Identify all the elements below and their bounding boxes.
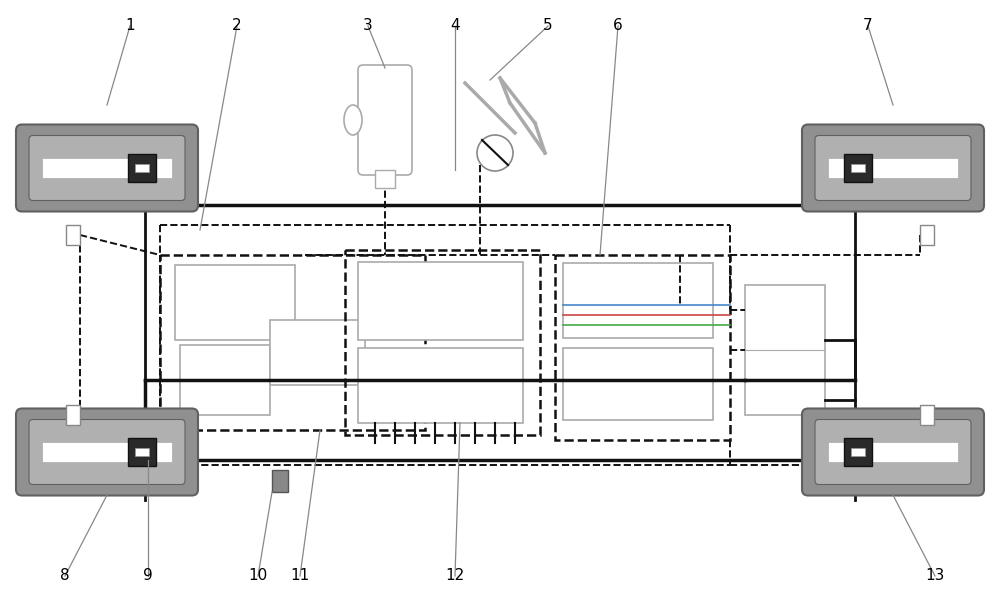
Bar [828, 158, 958, 178]
FancyBboxPatch shape [29, 420, 185, 485]
Text: 1: 1 [125, 19, 135, 34]
Bar [135, 448, 149, 456]
FancyBboxPatch shape [815, 135, 971, 200]
Bar [844, 438, 872, 466]
Text: 2: 2 [232, 19, 242, 34]
Bar [920, 405, 934, 425]
Bar [160, 255, 425, 430]
Bar [128, 154, 156, 182]
Bar [175, 265, 295, 340]
Bar [358, 348, 523, 423]
FancyBboxPatch shape [802, 409, 984, 495]
Bar [851, 448, 865, 456]
Ellipse shape [344, 105, 362, 135]
Bar [42, 442, 172, 462]
Bar [42, 158, 172, 178]
Bar [135, 164, 149, 172]
Text: 9: 9 [143, 568, 153, 583]
Text: 11: 11 [290, 568, 310, 583]
FancyBboxPatch shape [802, 125, 984, 211]
Bar [828, 442, 958, 462]
Bar [555, 255, 730, 440]
Text: 4: 4 [450, 19, 460, 34]
FancyBboxPatch shape [16, 409, 198, 495]
Text: 10: 10 [248, 568, 268, 583]
FancyBboxPatch shape [815, 420, 971, 485]
Bar [66, 405, 80, 425]
Bar [358, 262, 523, 340]
Bar [375, 170, 395, 188]
Text: 5: 5 [543, 19, 553, 34]
Text: 8: 8 [60, 568, 70, 583]
Text: 12: 12 [445, 568, 465, 583]
Bar [345, 250, 540, 435]
Bar [66, 225, 80, 245]
Bar [745, 285, 825, 415]
FancyBboxPatch shape [29, 135, 185, 200]
Bar [563, 263, 713, 338]
Text: 13: 13 [925, 568, 945, 583]
Bar [563, 348, 713, 420]
Bar [920, 225, 934, 245]
Bar [272, 470, 288, 492]
FancyBboxPatch shape [358, 65, 412, 175]
Bar [270, 320, 365, 385]
Bar [128, 438, 156, 466]
Text: 3: 3 [363, 19, 373, 34]
FancyBboxPatch shape [16, 125, 198, 211]
Text: 6: 6 [613, 19, 623, 34]
Text: 7: 7 [863, 19, 873, 34]
Bar [851, 164, 865, 172]
Bar [180, 345, 270, 415]
Circle shape [477, 135, 513, 171]
Bar [844, 154, 872, 182]
